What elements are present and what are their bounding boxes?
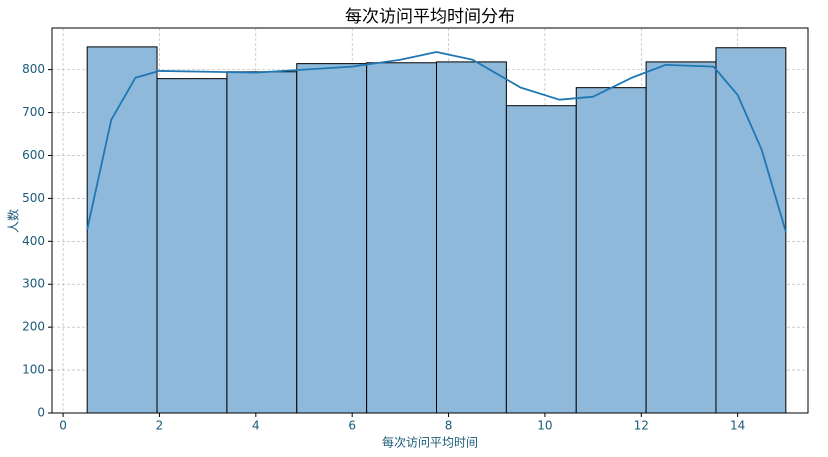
y-tick-label: 200 xyxy=(22,320,45,334)
y-axis-label: 人数 xyxy=(6,209,21,233)
y-tick-label: 100 xyxy=(22,363,45,377)
histogram-bar xyxy=(645,61,717,414)
y-tick-label: 800 xyxy=(22,62,45,76)
x-tick-label: 12 xyxy=(634,419,649,433)
histogram-bar xyxy=(715,47,787,414)
x-tick-label: 14 xyxy=(730,419,745,433)
y-tick-label: 700 xyxy=(22,105,45,119)
histogram-bar xyxy=(226,71,298,414)
histogram-bar xyxy=(505,105,577,414)
y-tick-label: 500 xyxy=(22,191,45,205)
histogram-bar xyxy=(575,87,647,414)
histogram-bar xyxy=(86,46,158,414)
histogram-bar xyxy=(436,61,507,414)
x-tick-label: 0 xyxy=(59,419,67,433)
plot-frame xyxy=(51,27,809,414)
y-tick-label: 0 xyxy=(37,406,45,420)
x-tick-label: 2 xyxy=(156,419,164,433)
kde-line xyxy=(86,51,787,233)
x-tick-label: 10 xyxy=(537,419,552,433)
y-tick-label: 600 xyxy=(22,148,45,162)
histogram-bar xyxy=(156,78,228,414)
y-tick-label: 300 xyxy=(22,277,45,291)
chart-title: 每次访问平均时间分布 xyxy=(345,7,515,27)
x-axis-label: 每次访问平均时间 xyxy=(382,435,478,450)
histogram-bar xyxy=(366,62,438,414)
y-tick-label: 400 xyxy=(22,234,45,248)
x-tick-label: 6 xyxy=(348,419,356,433)
x-tick-label: 4 xyxy=(252,419,260,433)
histogram-bar xyxy=(296,63,368,414)
x-tick-label: 8 xyxy=(445,419,453,433)
